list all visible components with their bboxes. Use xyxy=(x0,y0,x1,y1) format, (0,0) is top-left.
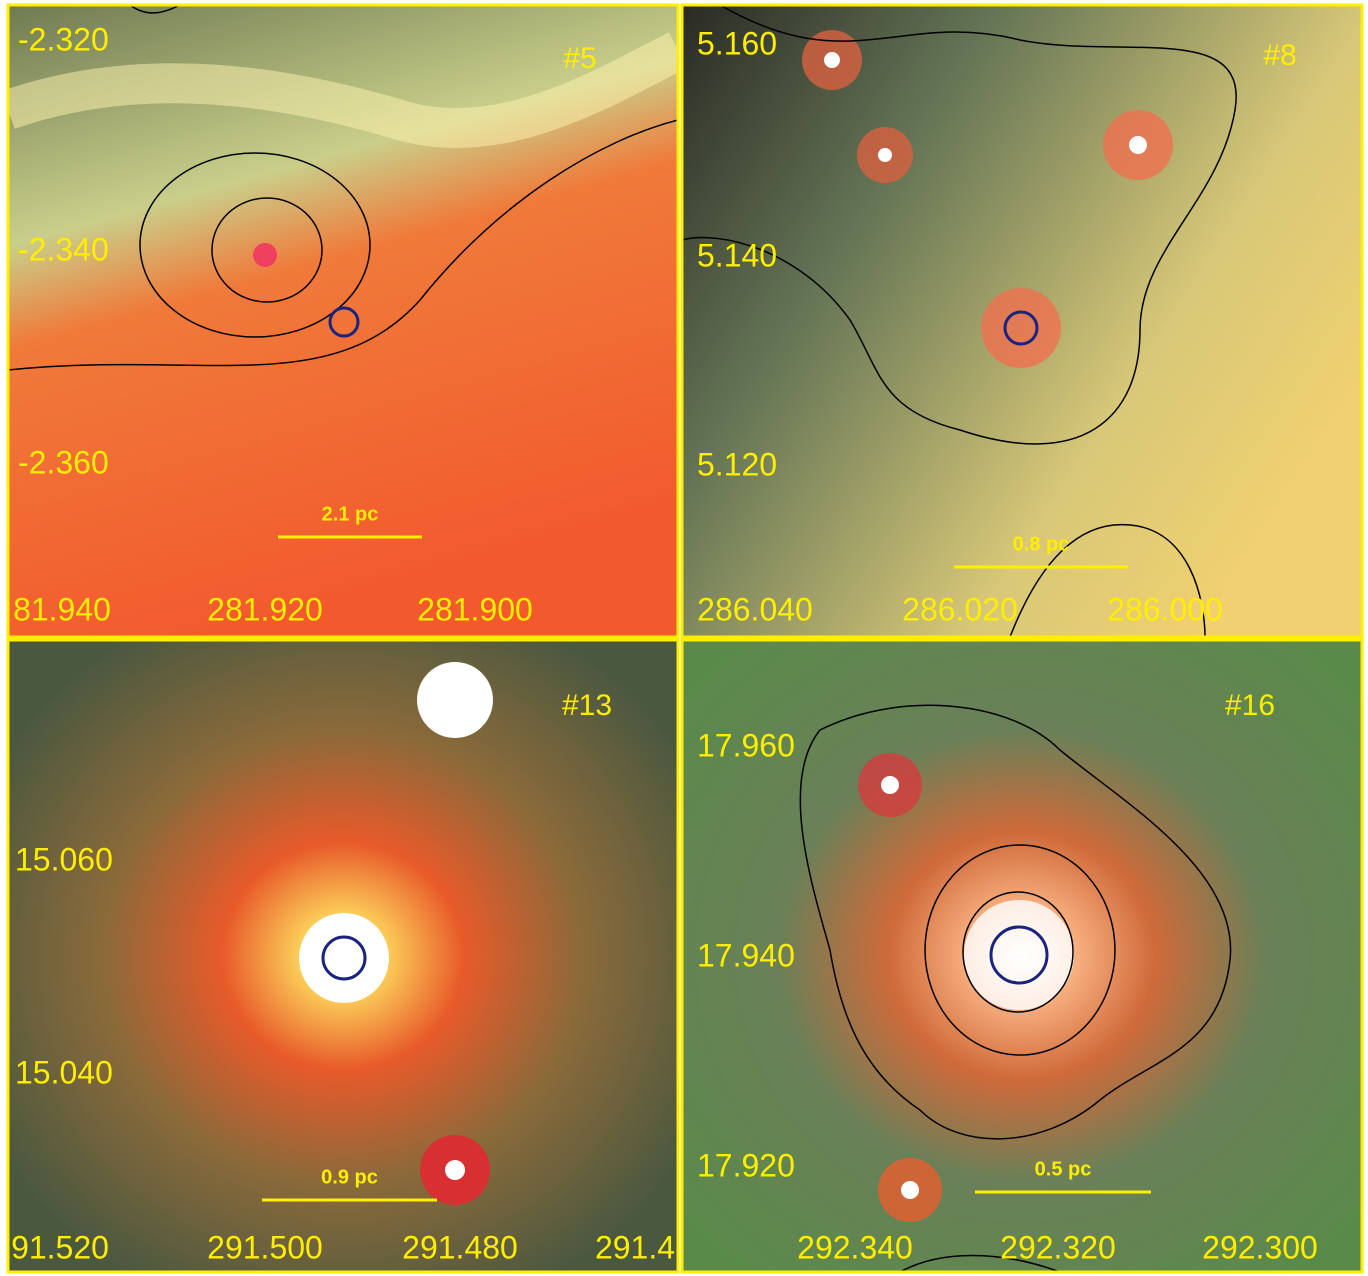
y-coord-label: -2.360 xyxy=(18,444,109,480)
scale-label: 0.5 pc xyxy=(1035,1158,1092,1180)
x-coord-label: 286.040 xyxy=(697,591,813,627)
source-marker xyxy=(328,306,360,338)
x-coord-label: 292.320 xyxy=(1000,1229,1116,1265)
panel-id: #16 xyxy=(1225,689,1275,722)
x-coord-label: 81.940 xyxy=(13,591,111,627)
y-coord-label: 15.060 xyxy=(15,841,113,877)
scale-label: 0.8 pc xyxy=(1013,533,1070,555)
panel-id: #8 xyxy=(1263,39,1296,72)
x-coord-label: 292.340 xyxy=(797,1229,913,1265)
x-coord-label: 292.300 xyxy=(1202,1229,1318,1265)
panel-borders xyxy=(6,3,1364,1274)
x-coord-label: 286.000 xyxy=(1107,591,1223,627)
panel-image xyxy=(8,640,678,1272)
y-coord-label: 5.140 xyxy=(697,237,777,273)
scale-label: 2.1 pc xyxy=(322,503,379,525)
y-coord-label: 17.940 xyxy=(697,937,795,973)
source-marker xyxy=(321,935,367,981)
panel-image xyxy=(682,5,1362,637)
y-coord-label: -2.340 xyxy=(18,231,109,267)
panel-id: #13 xyxy=(562,689,612,722)
x-coord-label: 286.020 xyxy=(902,591,1018,627)
y-coord-label: 5.160 xyxy=(697,25,777,61)
x-coord-label: 91.520 xyxy=(11,1229,109,1265)
y-coord-label: 15.040 xyxy=(15,1054,113,1090)
source-marker xyxy=(989,925,1049,985)
y-coord-label: 17.920 xyxy=(697,1147,795,1183)
y-coord-label: 5.120 xyxy=(697,446,777,482)
x-coord-label: 281.920 xyxy=(207,591,323,627)
panel-image xyxy=(8,5,678,637)
source-marker xyxy=(1003,310,1039,346)
scale-label: 0.9 pc xyxy=(321,1166,378,1188)
x-coord-label: 291.500 xyxy=(207,1229,323,1265)
x-coord-label: 291.480 xyxy=(402,1229,518,1265)
x-coord-label: 281.900 xyxy=(417,591,533,627)
panel-id: #5 xyxy=(563,42,596,75)
x-coord-label: 291.4 xyxy=(595,1229,675,1265)
y-coord-label: -2.320 xyxy=(18,21,109,57)
panel-image xyxy=(682,640,1362,1272)
y-coord-label: 17.960 xyxy=(697,727,795,763)
